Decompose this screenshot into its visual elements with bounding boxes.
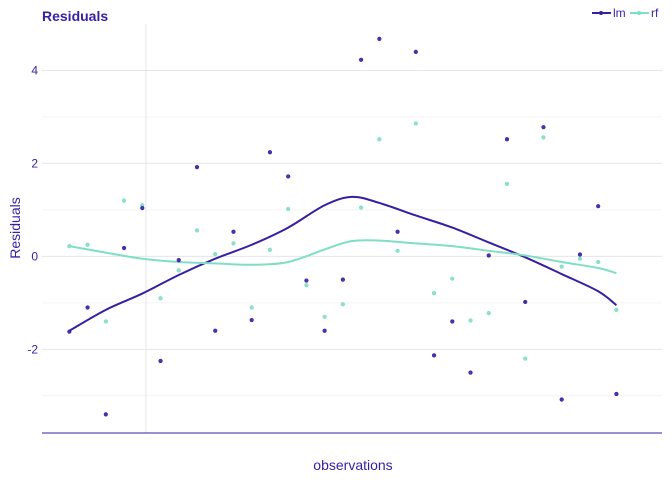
legend-rf-label: rf (651, 6, 659, 20)
legend: lm rf (592, 6, 659, 20)
point-rf (431, 291, 437, 296)
point-lm (322, 328, 327, 333)
y-tick-label: 0 (31, 249, 38, 263)
point-lm (596, 204, 601, 209)
point-rf (176, 268, 181, 273)
chart-title: Residuals (42, 8, 108, 24)
point-lm (304, 278, 309, 283)
point-lm (377, 36, 382, 41)
point-lm (523, 299, 528, 305)
point-lm (504, 137, 510, 142)
point-lm (103, 412, 108, 417)
point-rf (468, 318, 473, 323)
point-rf (121, 198, 127, 203)
point-lm (67, 329, 72, 334)
point-lm (413, 49, 418, 54)
point-lm (541, 125, 546, 130)
legend-lm-label: lm (613, 6, 626, 20)
point-rf (359, 205, 364, 210)
point-rf (450, 276, 455, 281)
smooth-lines (68, 195, 618, 332)
point-lm (340, 277, 345, 282)
point-rf (577, 256, 583, 261)
legend-rf-marker (637, 11, 641, 15)
point-lm (286, 174, 291, 179)
point-rf (596, 259, 601, 265)
x-axis-label: observations (313, 457, 392, 473)
point-rf (486, 310, 491, 316)
point-rf (85, 242, 90, 247)
point-rf (213, 251, 218, 257)
point-lm (431, 353, 437, 358)
point-rf (231, 241, 236, 246)
point-rf (286, 206, 291, 212)
point-rf (614, 307, 619, 312)
point-lm (559, 397, 564, 402)
point-rf (340, 302, 345, 307)
y-tick-label: 4 (31, 63, 38, 77)
point-rf (194, 228, 200, 233)
point-lm (614, 391, 619, 397)
point-lm (249, 317, 254, 323)
point-rf (559, 264, 564, 269)
point-rf (413, 121, 418, 126)
y-tick-label: 2 (31, 156, 38, 170)
point-lm (468, 370, 473, 375)
y-tick-label: -2 (27, 342, 38, 356)
point-lm (158, 358, 163, 364)
point-lm (486, 253, 491, 258)
point-rf (504, 181, 510, 186)
point-lm (213, 328, 218, 333)
point-lm (176, 258, 181, 263)
y-axis-label: Residuals (7, 197, 23, 258)
point-rf (523, 356, 528, 361)
point-rf (67, 244, 72, 249)
smooth-line-lm (68, 195, 618, 332)
point-lm (395, 229, 400, 234)
point-rf (267, 247, 273, 252)
point-rf (322, 314, 327, 319)
residual-points (67, 36, 619, 417)
point-rf (158, 296, 163, 301)
point-lm (450, 319, 455, 324)
grid (42, 24, 662, 433)
point-lm (85, 305, 90, 310)
point-lm (140, 205, 145, 211)
point-lm (577, 252, 583, 257)
axes: -2 0 2 4 (27, 63, 662, 434)
smooth-line-rf (69, 239, 617, 275)
point-rf (249, 305, 254, 310)
point-rf (377, 137, 382, 142)
point-lm (267, 150, 273, 155)
point-rf (304, 283, 309, 288)
point-lm (194, 165, 200, 170)
point-lm (359, 57, 364, 62)
point-lm (121, 245, 127, 251)
point-rf (395, 248, 400, 253)
point-rf (541, 135, 546, 140)
point-rf (103, 319, 108, 324)
legend-lm-marker (599, 11, 603, 15)
point-lm (231, 229, 236, 234)
